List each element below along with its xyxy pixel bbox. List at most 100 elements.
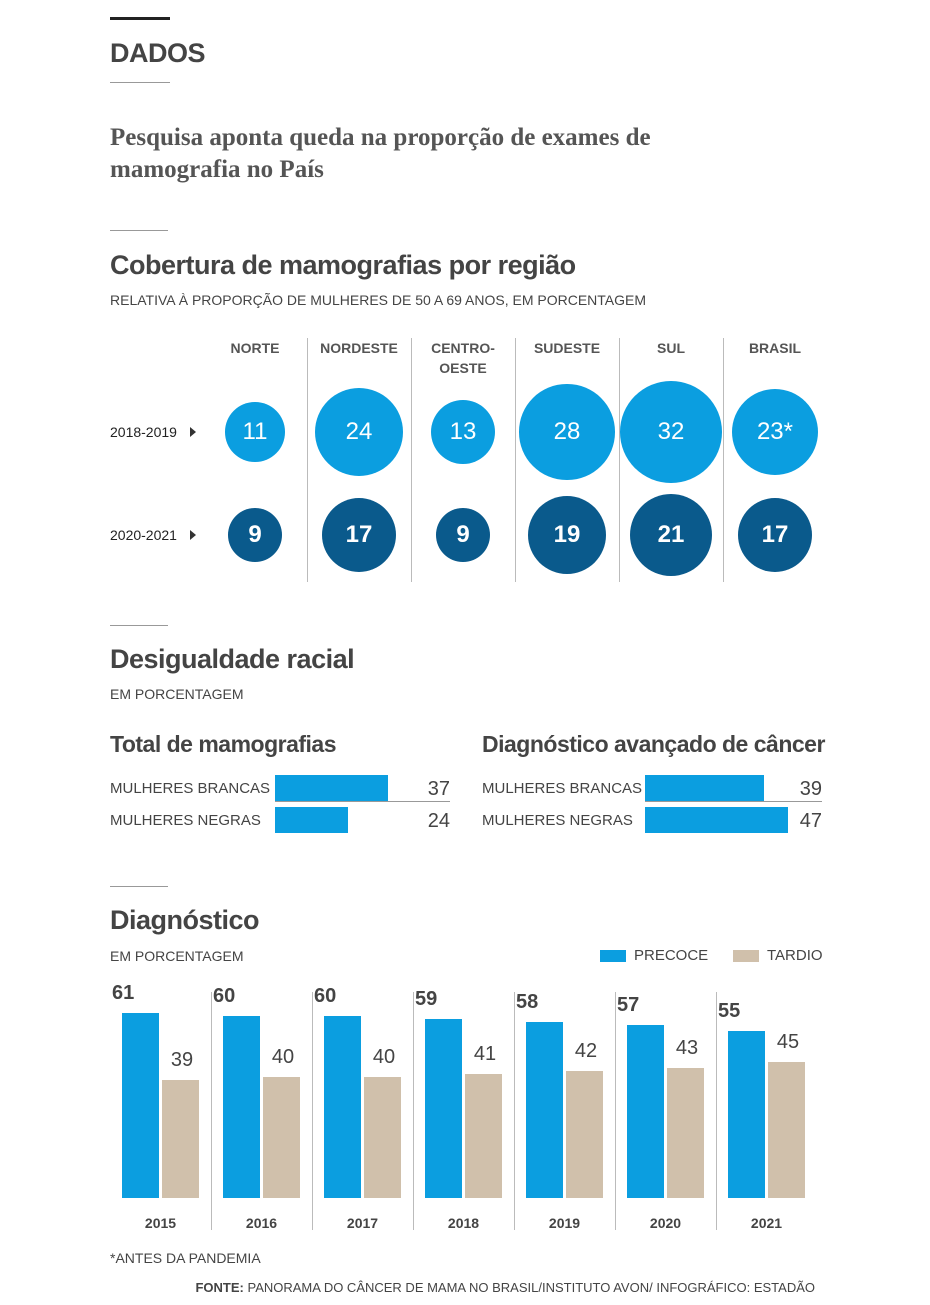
value-label: 24 (427, 810, 450, 832)
x-tick-label: 2018 (447, 1215, 480, 1231)
bar (667, 1067, 704, 1198)
bubble-label: 19 (553, 520, 581, 548)
bubble-label: 11 (242, 418, 268, 446)
rule (110, 625, 168, 626)
divider (211, 992, 212, 1230)
source: FONTE: PANORAMA DO CÂNCER DE MAMA NO BRA… (195, 1279, 815, 1297)
legend-label: TARDIO (767, 947, 823, 964)
chart-title: Diagnóstico avançado de câncer (482, 731, 825, 757)
value-label: 39 (799, 778, 822, 800)
bubble: 9 (436, 508, 490, 562)
bubble: 28 (519, 384, 615, 480)
bubble-label: 13 (449, 417, 477, 445)
value-label: 43 (675, 1036, 699, 1059)
x-tick-label: 2017 (346, 1215, 379, 1231)
bubble: 17 (321, 497, 397, 573)
bar (275, 775, 388, 801)
row-label: MULHERES BRANCAS (110, 780, 271, 797)
bubble: 13 (430, 399, 496, 465)
bubble: 9 (228, 508, 282, 562)
x-tick-label: 2016 (245, 1215, 278, 1231)
value-label: 39 (170, 1048, 194, 1071)
bar (122, 1013, 159, 1198)
row-label: MULHERES BRANCAS (482, 780, 643, 797)
divider (615, 992, 616, 1230)
bubble-label: 28 (553, 418, 581, 446)
value-label: 40 (271, 1045, 295, 1068)
divider (514, 992, 515, 1230)
value-label: 60 (213, 985, 236, 1008)
column-header: NORDESTE (320, 340, 398, 356)
bar (425, 1019, 462, 1198)
bar (162, 1079, 199, 1198)
divider (515, 338, 516, 582)
section-subtitle: EM PORCENTAGEM (110, 686, 244, 702)
bar (627, 1025, 664, 1198)
bar (645, 807, 789, 833)
bubble-label: 23* (756, 417, 793, 445)
source-label: FONTE: (195, 1280, 244, 1295)
row-label: MULHERES NEGRAS (110, 812, 261, 829)
bar (768, 1061, 805, 1198)
row-label: MULHERES NEGRAS (482, 812, 633, 829)
source-text: PANORAMA DO CÂNCER DE MAMA NO BRASIL/INS… (247, 1280, 815, 1295)
column-header: CENTRO-OESTE (431, 340, 495, 376)
bubble: 11 (225, 402, 285, 462)
value-label: 57 (617, 994, 640, 1017)
value-label: 41 (473, 1042, 497, 1065)
value-label: 58 (516, 991, 539, 1014)
value-label: 47 (799, 810, 822, 832)
value-label: 60 (314, 985, 337, 1008)
row-label: 2018-2019 (110, 424, 177, 440)
section-title: Desigualdade racial (110, 644, 355, 674)
value-label: 45 (776, 1030, 800, 1053)
bar (223, 1016, 260, 1198)
bubble-label: 9 (456, 521, 470, 548)
bubble-label: 9 (248, 521, 262, 548)
bar (526, 1022, 563, 1198)
bubble-label: 17 (761, 520, 789, 548)
divider (619, 338, 620, 582)
bar (465, 1073, 502, 1198)
footnote: *ANTES DA PANDEMIA (110, 1250, 261, 1266)
legend-swatch (600, 950, 626, 962)
value-label: 55 (718, 1000, 741, 1023)
bar (566, 1070, 603, 1198)
value-label: 61 (112, 982, 135, 1005)
x-tick-label: 2019 (548, 1215, 581, 1231)
value-label: 40 (372, 1045, 396, 1068)
section-label: DADOS (110, 38, 206, 68)
divider (413, 992, 414, 1230)
row-rule (645, 801, 822, 802)
chart-subtitle: EM PORCENTAGEM (110, 948, 244, 964)
divider (723, 338, 724, 582)
column-header: NORTE (230, 340, 280, 356)
bar (645, 775, 764, 801)
x-tick-label: 2020 (649, 1215, 682, 1231)
bubble: 24 (314, 387, 404, 477)
bubble: 19 (527, 495, 607, 575)
bubble-label: 17 (345, 520, 373, 548)
headline: Pesquisa aponta queda na proporção de ex… (110, 124, 651, 183)
bubble: 23* (731, 388, 819, 476)
legend-label: PRECOCE (634, 947, 709, 964)
column-header: SUL (657, 340, 685, 356)
x-tick-label: 2021 (750, 1215, 783, 1231)
x-tick-label: 2015 (144, 1215, 177, 1231)
row-label: 2020-2021 (110, 527, 177, 543)
bar (263, 1076, 300, 1198)
rule (110, 886, 168, 887)
rule (110, 230, 168, 231)
column-header: SUDESTE (533, 340, 601, 356)
value-label: 59 (415, 988, 438, 1011)
chart-title: Diagnóstico (110, 905, 260, 935)
row-arrow (190, 530, 196, 540)
row-arrow (190, 427, 196, 437)
bubble-label: 24 (345, 417, 373, 445)
divider (307, 338, 308, 582)
column-header: BRASIL (748, 340, 802, 356)
bubble: 21 (629, 493, 713, 577)
bubble-label: 21 (657, 520, 685, 548)
row-rule (275, 801, 450, 802)
